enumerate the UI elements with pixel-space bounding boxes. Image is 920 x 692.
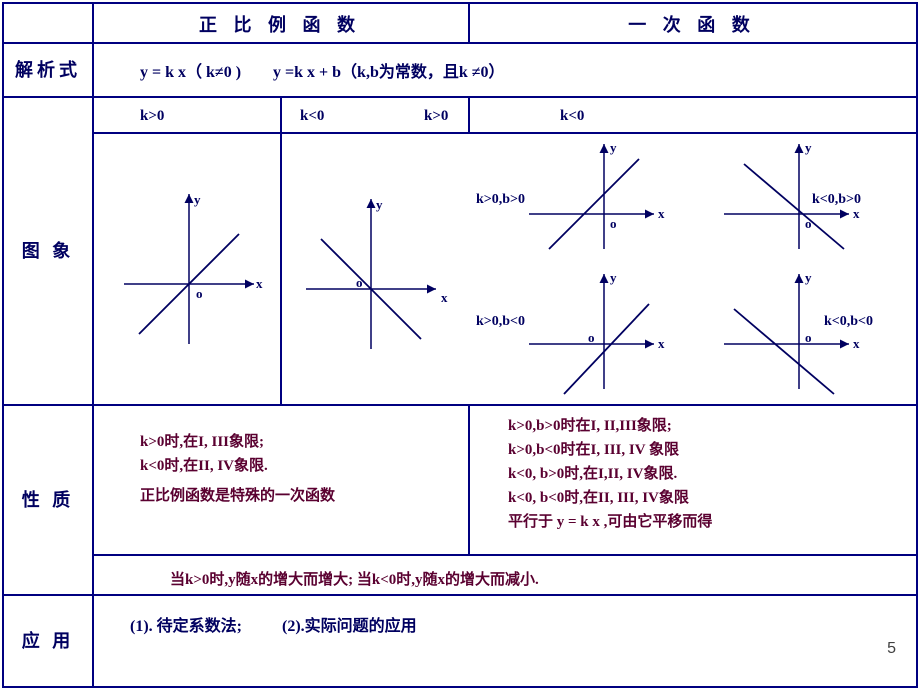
graph-prop-neg: y x o — [286, 174, 466, 354]
x-label: x — [658, 336, 665, 351]
y-label: y — [194, 192, 201, 207]
formula-text: y = k x（ k≠0 ) y =k x + b（k,b为常数，且k ≠0） — [134, 52, 884, 88]
o-label: o — [805, 330, 812, 345]
svg-lin-pn: y x o — [474, 264, 694, 404]
x-label: x — [441, 290, 448, 305]
annot-pp: k>0,b>0 — [476, 192, 525, 208]
page-number: 5 — [887, 640, 896, 658]
x-label: x — [853, 206, 860, 221]
graph-lin-nn: y x o k<0,b<0 — [704, 264, 914, 404]
property-bottom: 当k>0时,y随x的增大而增大; 当k<0时,y随x的增大而减小. — [164, 562, 894, 598]
annot-pn: k>0,b<0 — [476, 314, 525, 330]
cond-k-pos-1: k>0 — [134, 102, 170, 131]
y-label: y — [376, 197, 383, 212]
cond-k-pos-2: k>0 — [418, 102, 454, 131]
application-text: (1). 待定系数法; (2).实际问题的应用 — [124, 606, 824, 642]
label-property: 性 质 — [4, 404, 92, 594]
graph-lin-pn: y x o k>0,b<0 — [474, 264, 694, 404]
svg-prop-neg: y x o — [286, 174, 466, 354]
graph-lin-pp: y x o k>0,b>0 — [474, 134, 694, 269]
x-label: x — [658, 206, 665, 221]
cond-k-neg-2: k<0 — [554, 102, 590, 131]
svg-prop-pos: y x o — [104, 174, 274, 354]
annot-np: k<0,b>0 — [812, 192, 861, 208]
cond-k-neg-1: k<0 — [294, 102, 330, 131]
x-label: x — [853, 336, 860, 351]
o-label: o — [356, 275, 363, 290]
o-label: o — [588, 330, 595, 345]
property-left-3: 正比例函数是特殊的一次函数 — [134, 478, 454, 514]
property-right-5: 平行于 y = k x ,可由它平移而得 — [502, 504, 912, 540]
y-label: y — [805, 270, 812, 285]
table-outer: 正 比 例 函 数 一 次 函 数 解析式 图 象 性 质 应 用 y = k … — [2, 2, 918, 688]
svg-lin-np: y x o — [704, 134, 914, 269]
o-label: o — [805, 216, 812, 231]
annot-nn: k<0,b<0 — [824, 314, 873, 330]
graph-lin-np: y x o k<0,b>0 — [704, 134, 914, 269]
label-graph: 图 象 — [4, 96, 92, 404]
y-label: y — [610, 140, 617, 155]
graph-prop-pos: y x o — [104, 174, 274, 354]
label-formula: 解析式 — [4, 42, 92, 96]
y-label: y — [610, 270, 617, 285]
x-label: x — [256, 276, 263, 291]
o-label: o — [196, 286, 203, 301]
label-application: 应 用 — [4, 594, 92, 686]
header-proportional: 正 比 例 函 数 — [92, 4, 468, 42]
header-linear: 一 次 函 数 — [468, 4, 916, 42]
o-label: o — [610, 216, 617, 231]
svg-lin-nn: y x o — [704, 264, 914, 404]
y-label: y — [805, 140, 812, 155]
